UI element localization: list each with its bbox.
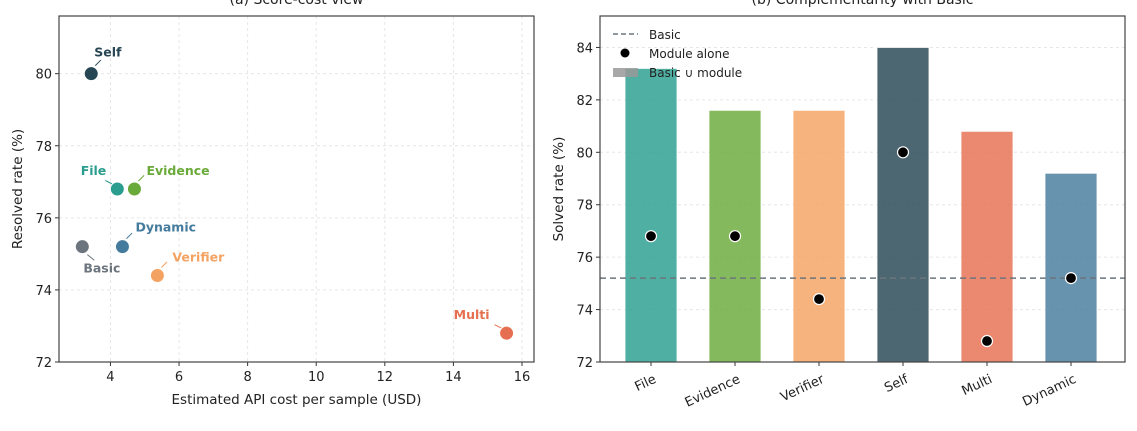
y-tick-label: 82: [576, 94, 593, 109]
module-alone-point: [644, 230, 658, 243]
module-alone-point: [896, 146, 910, 159]
bar-multi: [960, 130, 1014, 363]
y-tick-label: 74: [576, 304, 593, 319]
y-tick-label: 80: [35, 68, 52, 83]
label-leader: [138, 175, 145, 182]
point-label: File: [81, 163, 107, 178]
bar-dynamic: [1044, 172, 1098, 363]
legend-module-alone-label: Module alone: [649, 47, 729, 61]
module-alone-point: [980, 334, 994, 348]
x-tick-label: File: [633, 372, 659, 395]
scatter-point-self: [83, 66, 99, 82]
y-tick-label: 80: [576, 146, 593, 161]
bar-verifier: [792, 109, 846, 363]
label-leader: [161, 261, 168, 268]
y-tick-label: 72: [576, 356, 593, 371]
y-tick-label: 72: [35, 356, 52, 371]
legend-module-alone-swatch: [620, 48, 630, 58]
x-tick-label: 10: [308, 370, 325, 385]
label-leader: [105, 180, 113, 185]
x-tick-label: 6: [175, 370, 183, 385]
y-axis-label: Resolved rate (%): [10, 129, 26, 249]
scatter-point-file: [109, 181, 125, 197]
bar-self: [876, 47, 930, 363]
scatter-point-basic: [74, 239, 90, 255]
scatter-point-dynamic: [114, 239, 130, 255]
x-tick-label: 8: [243, 370, 251, 385]
x-tick-label: Verifier: [778, 372, 827, 405]
y-tick-label: 74: [35, 284, 52, 299]
legend: Basic Module alone Basic ∪ module: [613, 28, 742, 80]
scatter-point-multi: [499, 325, 515, 341]
legend-union-swatch: [613, 68, 638, 77]
y-tick-label: 78: [576, 199, 593, 214]
label-leader: [94, 59, 102, 67]
legend-basic-label: Basic: [649, 28, 681, 42]
x-tick-label: Multi: [960, 372, 995, 399]
x-tick-label: Dynamic: [1020, 372, 1078, 410]
point-label: Verifier: [172, 250, 225, 265]
bar-title: (b) Complementarity with Basic: [752, 0, 974, 8]
x-tick-label: 4: [106, 370, 114, 385]
x-tick-label: Evidence: [683, 372, 743, 411]
x-tick-label: 12: [377, 370, 394, 385]
scatter-panel: (a) Score-cost view 4 6 8 10 12 14 16 72 74 76 78 80…: [10, 0, 535, 408]
bar-file: [624, 68, 678, 363]
label-leader: [494, 324, 502, 329]
x-tick-label: Self: [882, 372, 911, 396]
y-tick-label: 78: [35, 140, 52, 155]
plot-frame: [58, 15, 535, 363]
module-alone-point: [812, 292, 826, 306]
label-leader: [87, 254, 95, 261]
module-alone-point: [728, 230, 742, 243]
scatter-point-verifier: [149, 268, 165, 283]
scatter-title: (a) Score-cost view: [230, 0, 364, 8]
x-tick-label: 14: [445, 370, 462, 385]
label-leader: [126, 232, 133, 240]
y-axis-label: Solved rate (%): [551, 137, 567, 242]
plot-frame: [599, 15, 1126, 363]
bar-panel: (b) Complementarity with Basic 72 74 76 78 80…: [551, 0, 1126, 411]
module-alone-point: [1064, 272, 1078, 285]
x-axis-label: Estimated API cost per sample (USD): [172, 392, 422, 408]
y-tick-label: 84: [576, 41, 593, 56]
point-label: Basic: [83, 261, 120, 276]
point-label: Evidence: [146, 163, 209, 178]
scatter-point-evidence: [126, 181, 142, 197]
legend-union-label: Basic ∪ module: [649, 66, 742, 80]
point-label: Self: [94, 45, 122, 60]
y-tick-label: 76: [35, 212, 52, 227]
y-tick-label: 76: [576, 251, 593, 266]
point-label: Dynamic: [135, 220, 196, 235]
x-tick-label: 16: [514, 370, 531, 385]
point-label: Multi: [454, 307, 490, 322]
